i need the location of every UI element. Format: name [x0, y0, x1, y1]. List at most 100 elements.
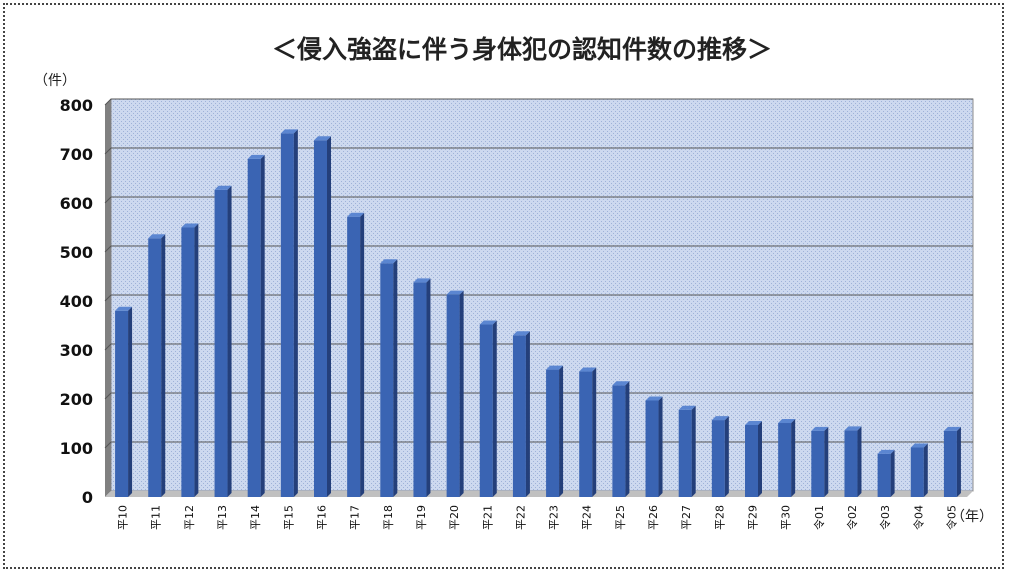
x-category-label: 平19 [415, 505, 428, 530]
bar-front [546, 369, 560, 497]
bar-side [758, 420, 762, 497]
bar-top [214, 185, 232, 190]
bar-top [910, 443, 928, 448]
y-tick-label: 800 [60, 96, 93, 115]
bar-top [943, 426, 961, 431]
bar-平15 [280, 129, 298, 498]
x-category-label: 令02 [845, 505, 859, 530]
bar-front [811, 430, 825, 497]
bar-front [844, 430, 858, 497]
bar-top [546, 365, 564, 370]
bar-front [512, 335, 526, 497]
bar-front [943, 430, 957, 497]
bar-平28 [711, 416, 729, 497]
gridline-side [104, 392, 112, 400]
bar-top [148, 234, 166, 239]
bar-side [161, 234, 166, 497]
bar-side [459, 290, 464, 497]
bar-top [446, 290, 464, 295]
bar-平16 [314, 136, 331, 497]
bar-top [247, 154, 265, 159]
x-category-label: 平13 [216, 505, 229, 530]
bar-front [711, 420, 725, 497]
bar-side [525, 331, 530, 497]
bar-top [181, 223, 199, 228]
bar-top [877, 449, 895, 454]
bar-平14 [247, 154, 265, 497]
bar-front [778, 423, 792, 497]
bar-平13 [214, 185, 232, 497]
bar-top [413, 278, 431, 283]
bar-令01 [811, 426, 829, 497]
bar-top [678, 405, 696, 410]
bar-side [393, 259, 398, 497]
x-category-label: 平14 [249, 505, 262, 530]
bar-front [347, 216, 361, 497]
x-category-label: 平30 [780, 505, 793, 530]
plot-area [105, 98, 974, 497]
bar-平29 [745, 420, 762, 497]
bar-平23 [546, 365, 564, 497]
chart-title: ＜侵入強盗に伴う身体犯の認知件数の推移＞ [272, 35, 772, 64]
bar-side [923, 443, 928, 497]
x-category-label: 平10 [117, 505, 130, 530]
bar-side [360, 212, 365, 497]
bar-平27 [678, 405, 696, 497]
bar-front [678, 409, 692, 497]
bar-top [645, 396, 663, 401]
chart-frame: ＜侵入強盗に伴う身体犯の認知件数の推移＞ （件） （年） 0 100 200 300 4… [3, 3, 1004, 569]
bar-top [280, 129, 298, 134]
y-tick-label: 600 [60, 194, 93, 213]
bar-front [413, 282, 427, 497]
y-tick-label: 500 [60, 243, 93, 262]
bar-front [479, 324, 493, 497]
x-axis-unit: （年） [951, 509, 993, 525]
bar-top [711, 416, 729, 421]
y-tick-label: 400 [60, 292, 93, 311]
y-axis-ticks: 0 100 200 300 400 500 600 700 800 [60, 96, 93, 507]
bar-平21 [479, 320, 497, 497]
bar-令03 [877, 449, 895, 497]
bar-front [148, 238, 162, 497]
bar-side [492, 320, 497, 497]
bar-front [214, 189, 228, 497]
bar-side [691, 405, 696, 497]
x-category-label: 平28 [713, 505, 726, 530]
bar-平19 [413, 278, 431, 497]
gridline-side [104, 441, 112, 449]
bar-平24 [579, 367, 597, 497]
bar-平25 [612, 381, 630, 497]
bar-top [844, 426, 862, 431]
bar-front [181, 227, 195, 497]
x-category-label: 平27 [680, 505, 693, 530]
x-category-label: 平22 [514, 505, 527, 530]
gridline-side [104, 343, 112, 351]
x-category-label: 平21 [481, 505, 494, 530]
bars [115, 129, 961, 498]
bar-side [128, 306, 133, 497]
bar-top [579, 367, 597, 372]
bar-平10 [115, 306, 133, 497]
bar-top [479, 320, 497, 325]
bar-平20 [446, 290, 464, 497]
bar-top [314, 136, 331, 141]
bar-top [347, 212, 365, 217]
x-category-label: 平18 [382, 505, 395, 530]
bar-front [645, 400, 659, 497]
x-category-label: 令01 [812, 505, 826, 530]
bar-front [380, 263, 394, 497]
gridline-side [104, 294, 112, 302]
bar-平12 [181, 223, 199, 497]
bar-front [910, 447, 924, 497]
plot-floor [105, 491, 973, 497]
bar-chart: ＜侵入強盗に伴う身体犯の認知件数の推移＞ （件） （年） 0 100 200 300 4… [34, 35, 993, 530]
bar-front [745, 424, 758, 497]
bar-side [426, 278, 431, 497]
bar-front [314, 140, 327, 497]
bar-top [811, 426, 829, 431]
bar-side [857, 426, 862, 497]
gridline-side [104, 147, 112, 155]
x-category-label: 令05 [944, 505, 958, 530]
bar-平11 [148, 234, 166, 497]
bar-side [658, 396, 663, 497]
